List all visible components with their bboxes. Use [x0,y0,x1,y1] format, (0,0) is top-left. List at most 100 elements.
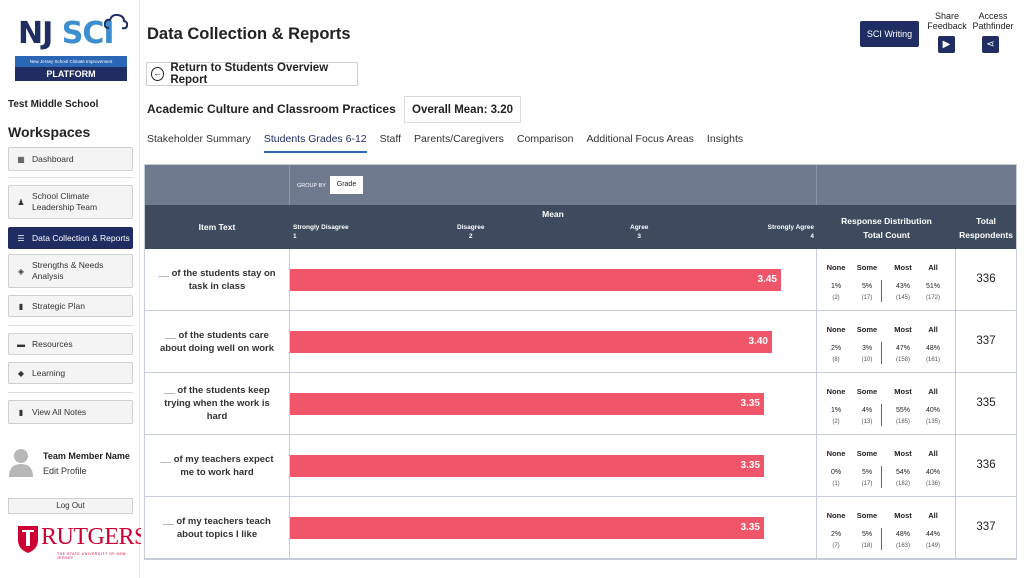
total-respondents-header: Total Respondents [959,216,1013,240]
distribution-label: None [826,449,846,458]
group-by-cell [289,165,817,205]
sidebar-item-label: Data Collection & Reports [32,232,130,243]
distribution-label: All [928,511,938,520]
divider [8,325,133,326]
distribution-label: Some [856,449,878,458]
distribution-label: Some [856,387,878,396]
sci-writing-button[interactable]: SCI Writing [860,21,919,47]
tab-staff[interactable]: Staff [379,133,402,145]
group-by-label: GROUP BY [297,183,326,189]
rutgers-logo: RUTGERS THE STATE UNIVERSITY OF NEW JERS… [17,524,147,564]
item-text: __ of my teachers expect me to work hard [160,453,274,478]
divider [8,392,133,393]
table-row: __ of my teachers expect me to work hard… [145,435,1016,497]
mean-bar-cell: 3.35 [289,497,817,558]
sidebar-item-view-notes[interactable]: ▮ View All Notes [8,400,133,424]
sidebar-item-label: Strategic Plan [32,300,85,311]
mean-value: 3.35 [740,522,760,533]
main-content: Data Collection & Reports SCI Writing Sh… [141,0,1024,578]
shield-icon [18,526,38,553]
distribution-separator [881,466,882,488]
distribution-percent: 44% [925,531,940,538]
tab-parents[interactable]: Parents/Caregivers [414,133,504,145]
tab-comparison[interactable]: Comparison [516,133,574,145]
distribution-count: (136) [925,481,940,487]
tab-focus-areas[interactable]: Additional Focus Areas [586,133,694,145]
mean-bar: 3.40 [290,331,772,353]
distribution-label: None [826,387,846,396]
distribution-label: Some [856,325,878,334]
share-feedback-icon[interactable]: ▶ [938,36,955,53]
distribution-count: (2) [832,295,840,301]
cloud-icon [104,13,128,30]
distribution-count: (158) [895,357,910,363]
report-table: GROUP BY Grade Item Text Mean Strongly D… [144,164,1017,560]
sidebar-item-learning[interactable]: ◆ Learning [8,362,133,384]
overall-mean: Overall Mean: 3.20 [404,96,521,123]
sidebar-item-resources[interactable]: ▬ Resources [8,333,133,355]
share-icon[interactable]: ⋖ [982,36,999,53]
distribution-percent: 55% [895,407,910,414]
return-button[interactable]: ← Return to Students Overview Report [146,62,358,86]
total-respondents: 337 [976,335,996,347]
team-icon: ♟ [17,197,25,207]
column-header: Item Text Mean Strongly Disagree 1 Disagr… [145,205,1016,249]
edit-profile-link[interactable]: Edit Profile [43,466,87,476]
total-respondents: 337 [976,521,996,533]
tab-stakeholder-summary[interactable]: Stakeholder Summary [147,133,251,145]
mean-bar: 3.35 [290,455,764,477]
mean-value: 3.35 [740,460,760,471]
distribution-count: (145) [895,295,910,301]
distribution-percent: 43% [895,283,910,290]
avatar-icon[interactable] [8,447,34,477]
school-name: Test Middle School [8,99,99,110]
page-title: Data Collection & Reports [147,25,351,43]
sidebar-item-dashboard[interactable]: ▦ Dashboard [8,147,133,171]
mean-bar-cell: 3.45 [289,249,817,310]
item-text-header: Item Text [198,222,236,232]
distribution-label: None [826,511,846,520]
nj-sci-logo[interactable]: NJ SCI New Jersey School Climate Improve… [12,10,128,90]
distribution-percent: 5% [861,283,873,290]
sidebar-item-data-collection[interactable]: ☰ Data Collection & Reports [8,227,133,249]
distribution-percent: 5% [861,531,873,538]
logout-button[interactable]: Log Out [8,498,133,514]
distribution-label: All [928,325,938,334]
tab-students-grades[interactable]: Students Grades 6-12 [263,133,367,153]
table-row: __ of the students care about doing well… [145,311,1016,373]
scale-label: Disagree 2 [457,224,485,240]
table-row: __ of the students keep trying when the … [145,373,1016,435]
sidebar-item-label: Learning [32,367,66,378]
mean-bar: 3.35 [290,393,764,415]
share-feedback-label: Share Feedback [927,11,967,31]
group-by-select[interactable]: Grade [330,176,363,194]
distribution-label: Some [856,263,878,272]
distribution-count: (182) [895,481,910,487]
distribution-percent: 54% [895,469,910,476]
sidebar-item-leadership-team[interactable]: ♟ School Climate Leadership Team [8,185,133,219]
access-pathfinder-label: Access Pathfinder [972,11,1014,31]
mean-bar-cell: 3.35 [289,373,817,434]
response-distribution: None 2% (8) Some 3% (10) Most 47% (158) All 48% (16… [817,311,956,372]
sidebar-item-label: Strengths & Needs Analysis [32,260,104,281]
distribution-count: (17) [861,295,873,301]
report-icon: ☰ [17,233,25,243]
response-distribution: None 1% (2) Some 4% (13) Most 55% (185) All 40% (13… [817,373,956,434]
mean-bar: 3.35 [290,517,764,539]
item-text: __ of the students care about doing well… [160,329,274,354]
distribution-count: (2) [832,419,840,425]
distribution-percent: 51% [925,283,940,290]
distribution-percent: 2% [830,531,842,538]
distribution-separator [881,342,882,364]
distribution-count: (135) [925,419,940,425]
distribution-label: Most [894,325,912,334]
distribution-label: None [826,263,846,272]
sidebar-item-strengths-needs[interactable]: ◈ Strengths & Needs Analysis [8,254,133,288]
total-respondents: 336 [976,459,996,471]
mean-value: 3.40 [748,336,768,347]
distribution-count: (149) [925,543,940,549]
distribution-count: (161) [925,357,940,363]
sidebar-item-strategic-plan[interactable]: ▮ Strategic Plan [8,295,133,317]
distribution-percent: 40% [925,469,940,476]
tab-insights[interactable]: Insights [706,133,744,145]
